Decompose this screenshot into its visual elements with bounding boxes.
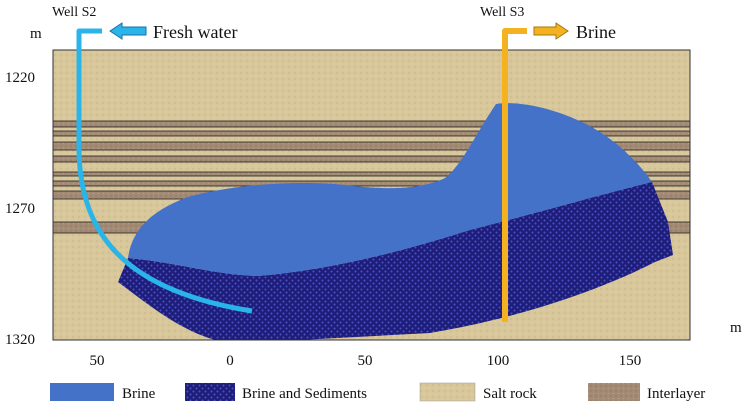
well-s2-label: Well S2: [52, 5, 96, 20]
fresh-water-label: Fresh water: [153, 22, 237, 42]
legend: Brine Brine and Sediments Salt rock Inte…: [50, 382, 705, 402]
interlayer-band: [53, 130, 690, 137]
legend-swatch-sediments: [185, 383, 235, 401]
legend-swatch-brine: [50, 383, 114, 401]
interlayer-band: [53, 141, 690, 151]
x-tick-label: 150: [619, 353, 642, 369]
interlayer-band: [53, 155, 690, 163]
interlayer-band: [53, 180, 690, 187]
legend-swatch-salt-rock: [419, 382, 476, 402]
well-s2-pipe: [76, 28, 253, 314]
interlayer-band: [53, 171, 690, 177]
well-s3-label: Well S3: [480, 5, 524, 20]
y-axis-unit: m: [30, 26, 42, 42]
legend-label: Interlayer: [647, 386, 705, 402]
legend-label: Brine and Sediments: [242, 386, 367, 402]
brine-region: [128, 103, 652, 276]
x-tick-label: 50: [358, 353, 373, 369]
y-tick-label: 1220: [5, 70, 35, 86]
arrow-left-icon: [109, 22, 147, 40]
x-tick-label: 50: [90, 353, 105, 369]
x-axis-unit: m: [730, 320, 742, 336]
arrow-right-icon: [533, 22, 569, 40]
brine-outflow-label: Brine: [576, 22, 616, 42]
x-tick-label: 0: [226, 353, 234, 369]
legend-label: Salt rock: [483, 386, 537, 402]
interlayer-band: [53, 120, 690, 128]
y-tick-label: 1320: [5, 332, 35, 348]
legend-swatch-interlayer: [588, 383, 640, 401]
legend-label: Brine: [122, 386, 156, 402]
brine-sediments-region: [118, 182, 673, 340]
y-tick-label: 1270: [5, 201, 35, 217]
plot-frame: [52, 49, 691, 341]
x-tick-label: 100: [487, 353, 510, 369]
well-s3-pipe: [502, 28, 527, 322]
